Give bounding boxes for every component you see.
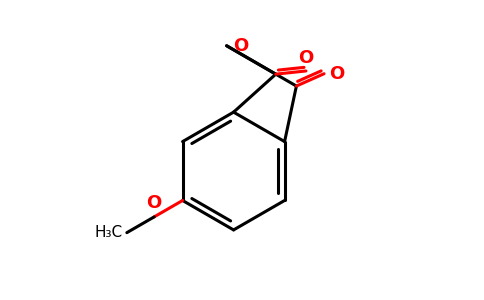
Text: O: O <box>147 194 162 212</box>
Text: O: O <box>233 37 248 55</box>
Text: O: O <box>298 49 314 67</box>
Text: H₃C: H₃C <box>94 225 122 240</box>
Text: O: O <box>329 65 344 83</box>
